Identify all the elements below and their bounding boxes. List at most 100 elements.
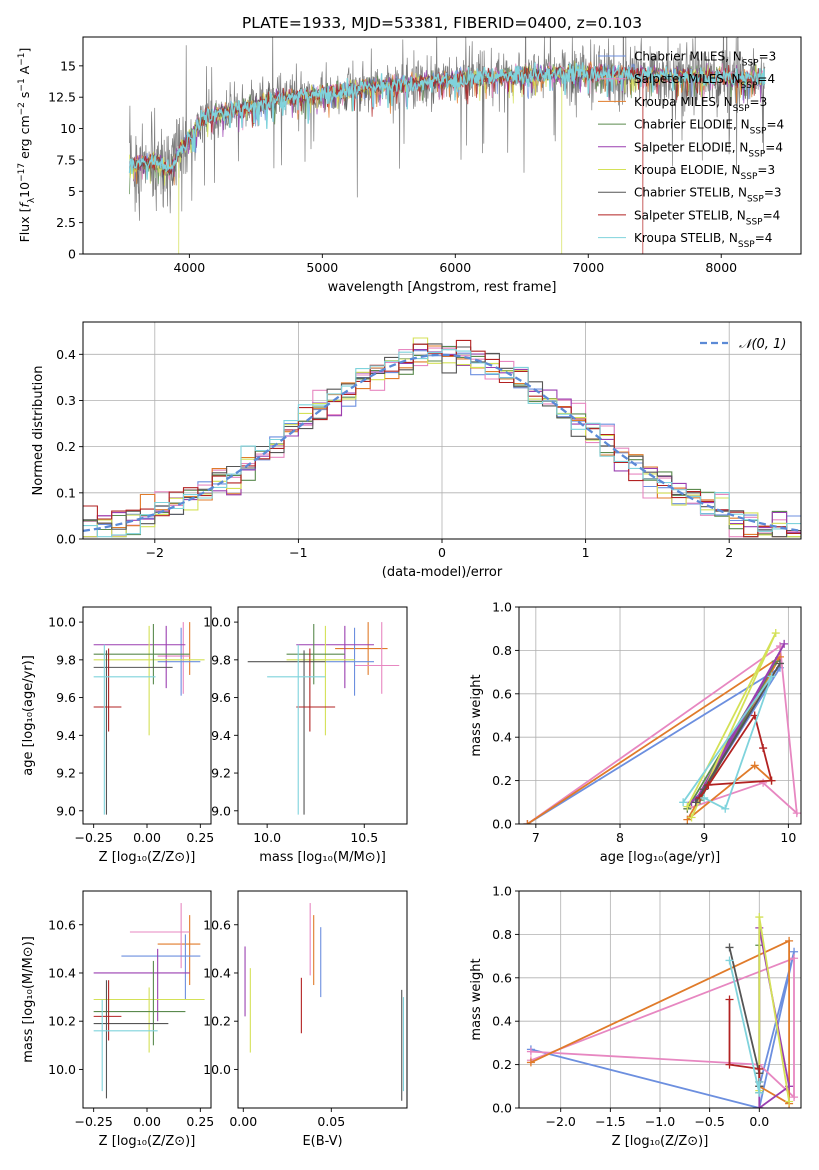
errorbar-point: [157, 915, 201, 986]
plus-marker: [750, 761, 759, 770]
x-tick-label: −1.0: [645, 1114, 675, 1129]
plus-marker: [523, 820, 532, 824]
errorbar-point: [93, 960, 186, 1046]
normal-reference-curve: [83, 353, 801, 533]
x-axis-label: (data-model)/error: [382, 565, 503, 580]
panel-residual-histogram: −2 −1 0 1 2 0.0 0.1 0.2 0.3 0.4 (data-model)/error…: [31, 321, 802, 580]
x-tick-label: 0.00: [133, 1114, 161, 1129]
legend-item: Chabrier MILES, NSSP=3: [598, 50, 776, 69]
x-tick-label: 0: [438, 545, 446, 560]
x-tick-label: 0.00: [229, 1114, 257, 1129]
figure-title: PLATE=1933, MJD=53381, FIBERID=0400, z=0…: [242, 14, 642, 32]
plus-marker: [700, 793, 709, 802]
legend-label: Kroupa ELODIE, NSSP=3: [634, 163, 775, 182]
model-spectrum-line: [128, 62, 766, 180]
x-tick-label: 0.00: [133, 830, 161, 845]
y-tick-label: 2.5: [56, 215, 76, 230]
y-tick-label: 7.5: [56, 152, 76, 167]
errorbar-point: [335, 622, 388, 675]
axes-frame: [82, 606, 212, 825]
y-axis-label: mass weight: [469, 958, 484, 1040]
plus-marker: [755, 1088, 764, 1097]
x-tick-label: 8: [616, 830, 624, 845]
y-tick-label: 10.2: [48, 1014, 76, 1029]
series-line: [728, 999, 761, 1082]
plus-marker: [526, 1058, 535, 1067]
axes-frame: [237, 606, 408, 825]
legend: 𝒩(0, 1): [700, 337, 786, 352]
errorbar-point: [286, 623, 345, 685]
y-tick-label: 15: [60, 58, 76, 73]
y-tick-label: 0.8: [492, 927, 512, 942]
y-tick-label: 10.0: [203, 615, 231, 630]
errorbar-point: [247, 650, 326, 815]
y-tick-label: 10.6: [48, 917, 76, 932]
panel-age-vs-Z: −0.25 0.00 0.25 9.0 9.2 9.4 9.6 9.8 10.0 Z [log₁₀…: [21, 606, 214, 865]
legend-label: Chabrier ELODIE, NSSP=4: [634, 118, 784, 137]
y-tick-label: 10.6: [203, 917, 231, 932]
y-tick-label: 10: [60, 121, 76, 136]
histogram-steps: [83, 343, 801, 538]
plus-marker: [771, 629, 780, 638]
y-tick-label: 9.0: [211, 803, 231, 818]
plot-area: [523, 629, 801, 824]
errorbar-point: [129, 903, 190, 969]
y-tick-label: 0: [68, 247, 76, 262]
series-line: [682, 675, 773, 811]
y-axis-label: mass weight: [469, 674, 484, 756]
panel-mass-vs-Z: −0.25 0.00 0.25 10.0 10.2 10.4 10.6 Z [log₁₀(Z/…: [21, 890, 214, 1149]
errorbar-point: [267, 644, 326, 815]
series-line: [758, 916, 790, 1102]
legend-item: Salpeter MILES, NSSP=4: [598, 72, 775, 91]
x-axis-label: E(B-V): [302, 1134, 342, 1149]
panel-age-vs-mass: 10.0 10.5 9.0 9.2 9.4 9.6 9.8 10.0 mass [log₁₀(M…: [203, 606, 408, 865]
x-tick-label: 7000: [572, 260, 604, 275]
y-tick-label: 10.4: [203, 965, 231, 980]
x-tick-label: 10.5: [350, 830, 378, 845]
series-line: [728, 960, 761, 1093]
x-axis-label: Z [log₁₀(Z/Z⊙)]: [612, 1134, 709, 1149]
y-tick-label: 1.0: [492, 600, 512, 615]
errorbar-point: [93, 644, 156, 815]
histogram-steps: [83, 349, 801, 538]
x-tick-label: −0.5: [694, 1114, 724, 1129]
y-tick-label: 10.0: [48, 615, 76, 630]
errorbar-point: [296, 648, 336, 732]
y-tick-label: 0.0: [492, 817, 512, 832]
series-line: [758, 927, 791, 1108]
x-tick-label: −2: [146, 545, 164, 560]
plus-marker: [526, 1047, 535, 1056]
legend-item: Kroupa ELODIE, NSSP=3: [598, 163, 775, 182]
y-tick-label: 0.8: [492, 643, 512, 658]
x-tick-label: 8000: [705, 260, 737, 275]
errorbar-point: [93, 623, 190, 685]
plus-marker: [725, 956, 734, 965]
plus-marker: [679, 798, 688, 807]
x-tick-label: 0.25: [186, 830, 214, 845]
y-tick-label: 10.0: [48, 1062, 76, 1077]
errorbar-point: [296, 625, 374, 689]
legend-item: Chabrier ELODIE, NSSP=4: [598, 118, 784, 137]
errorbar-point: [157, 622, 190, 694]
errorbar-point: [93, 648, 122, 732]
plus-marker: [725, 995, 734, 1004]
x-tick-label: 1: [582, 545, 590, 560]
y-tick-label: 9.0: [56, 803, 76, 818]
plot-area: [244, 903, 405, 1101]
y-tick-label: 9.2: [56, 766, 76, 781]
legend-item: Chabrier STELIB, NSSP=3: [598, 186, 782, 205]
y-tick-label: 0.6: [492, 970, 512, 985]
plus-marker: [721, 804, 730, 813]
x-tick-label: 0.0: [749, 1114, 769, 1129]
series-line: [526, 667, 781, 824]
plus-marker: [780, 639, 789, 648]
legend-label: Kroupa STELIB, NSSP=4: [634, 231, 772, 250]
legend-label: Chabrier MILES, NSSP=3: [634, 50, 776, 69]
y-tick-label: 0.0: [492, 1101, 512, 1116]
plus-marker: [759, 778, 768, 787]
x-tick-label: −0.25: [75, 830, 113, 845]
y-tick-label: 0.2: [492, 773, 512, 788]
x-tick-label: −0.25: [75, 1114, 113, 1129]
errorbar-point: [354, 622, 400, 694]
